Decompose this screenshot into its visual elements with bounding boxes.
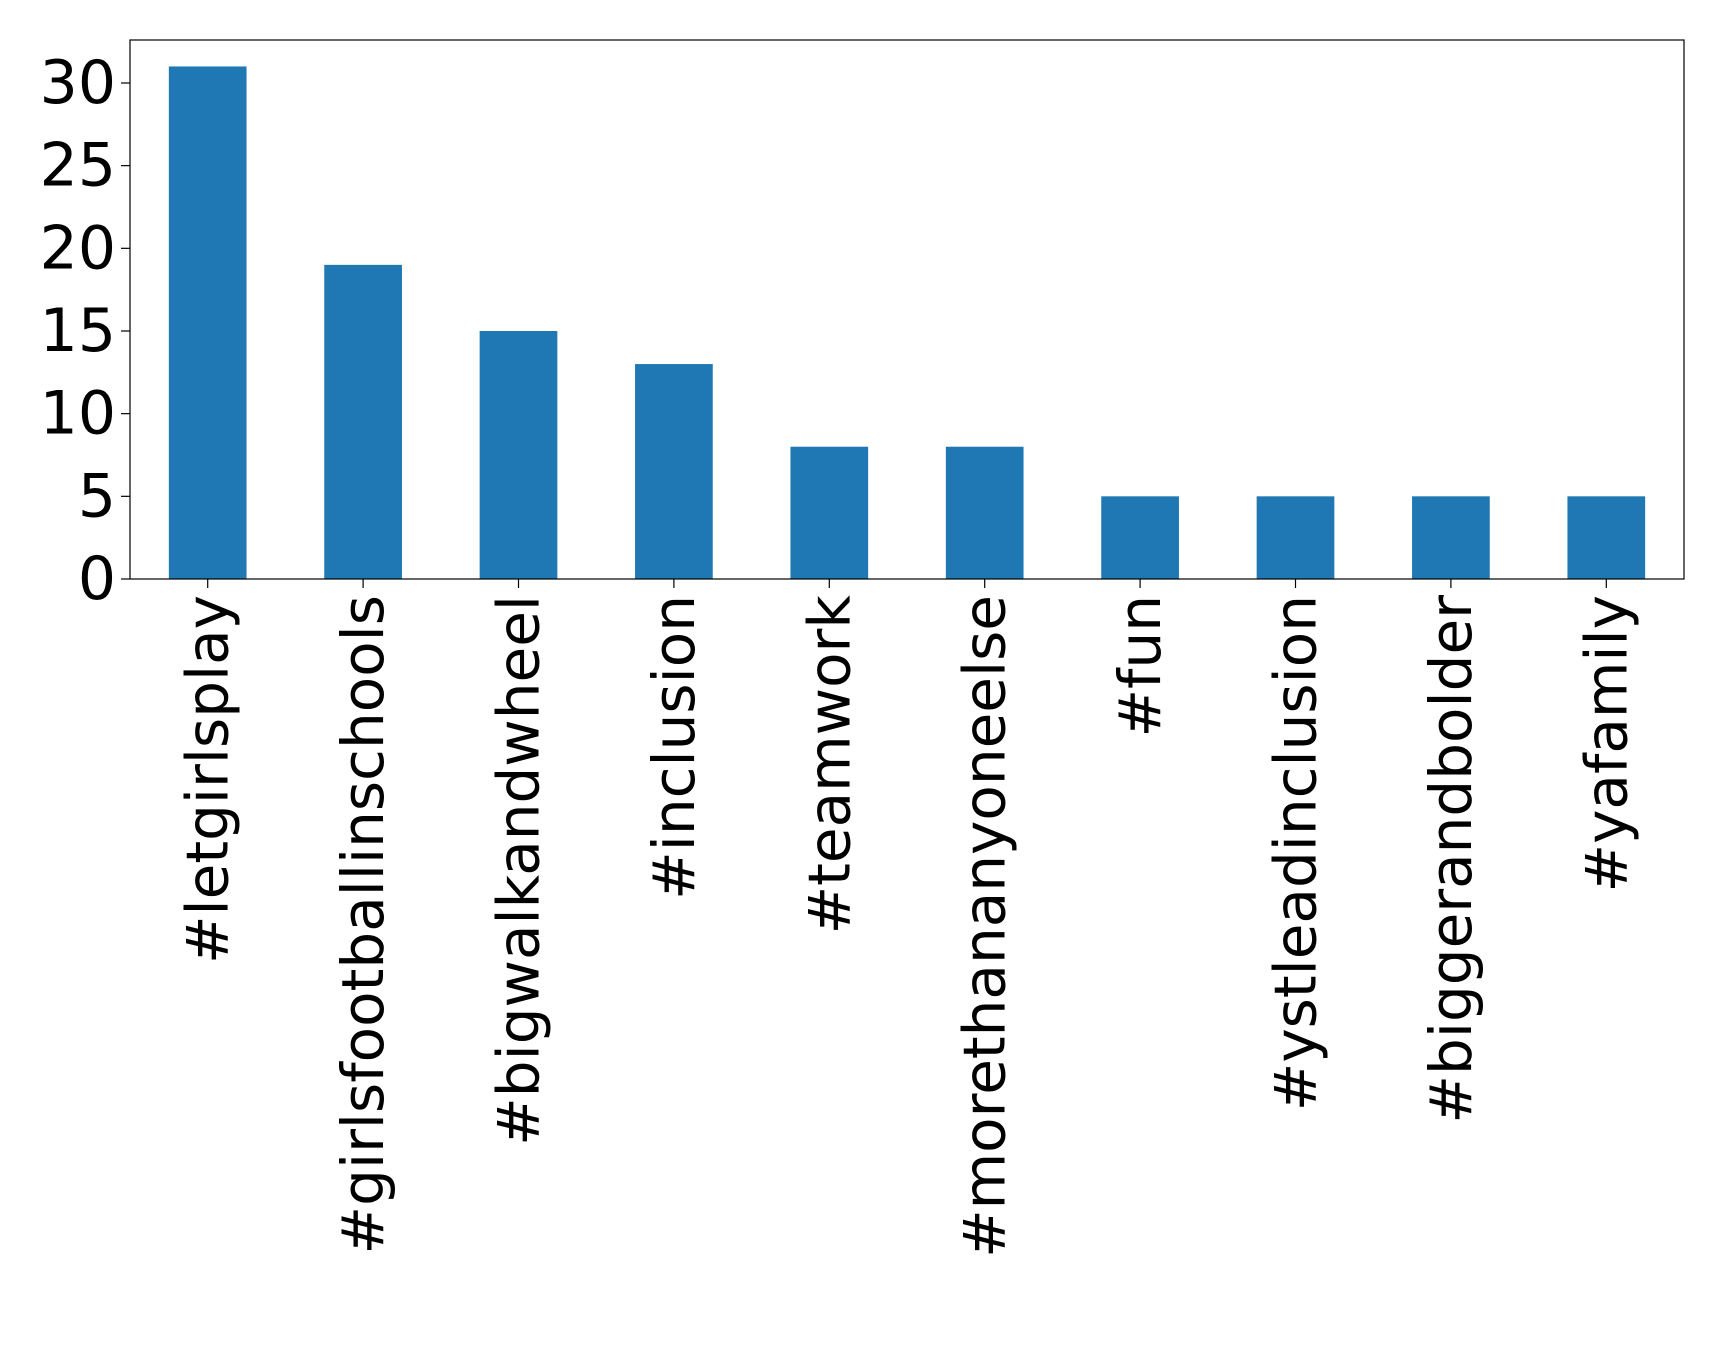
x-tick-label: #fun [1106, 595, 1174, 738]
x-tick-label: #inclusion [640, 595, 708, 900]
x-tick-label: #letgirlsplay [174, 595, 242, 964]
y-tick-label: 0 [78, 544, 116, 614]
bar-letgirlsplay [168, 66, 247, 580]
x-tick-label: #ystleadinclusion [1262, 595, 1330, 1111]
bar-ystleadinclusion [1256, 496, 1335, 579]
bar-fun [1101, 496, 1179, 579]
bars-layer [168, 66, 1646, 580]
y-tick-label: 15 [40, 296, 116, 366]
bar-bigwalkandwheel [479, 330, 558, 579]
y-axis-ticks: 0 5 10 15 20 25 30 [40, 48, 130, 614]
plot-frame [129, 39, 1685, 580]
x-tick-label: #biggerandbolder [1417, 595, 1485, 1124]
y-tick-label: 5 [78, 461, 116, 531]
x-tick-label: #bigwalkandwheel [485, 595, 553, 1146]
y-tick-label: 10 [40, 379, 116, 449]
y-tick-label: 20 [40, 213, 116, 283]
x-axis-ticks: #letgirlsplay #girlsfootballinschools #big… [174, 579, 1640, 1258]
y-tick-label: 25 [40, 131, 116, 201]
x-tick-label: #girlsfootballinschools [329, 595, 397, 1254]
bar-teamwork [790, 446, 869, 579]
x-tick-label: #teamwork [795, 595, 863, 935]
x-tick-label: #morethananyoneelse [951, 595, 1019, 1258]
bar-biggerandbolder [1412, 496, 1490, 579]
bar-morethananyoneelse [945, 446, 1024, 579]
axes-layer [129, 39, 1685, 580]
bar-yafamily [1567, 496, 1646, 579]
bar-inclusion [635, 364, 713, 579]
y-tick-label: 30 [40, 48, 116, 118]
bar-girlsfootballinschools [324, 264, 402, 579]
x-tick-label: #yafamily [1572, 595, 1640, 892]
